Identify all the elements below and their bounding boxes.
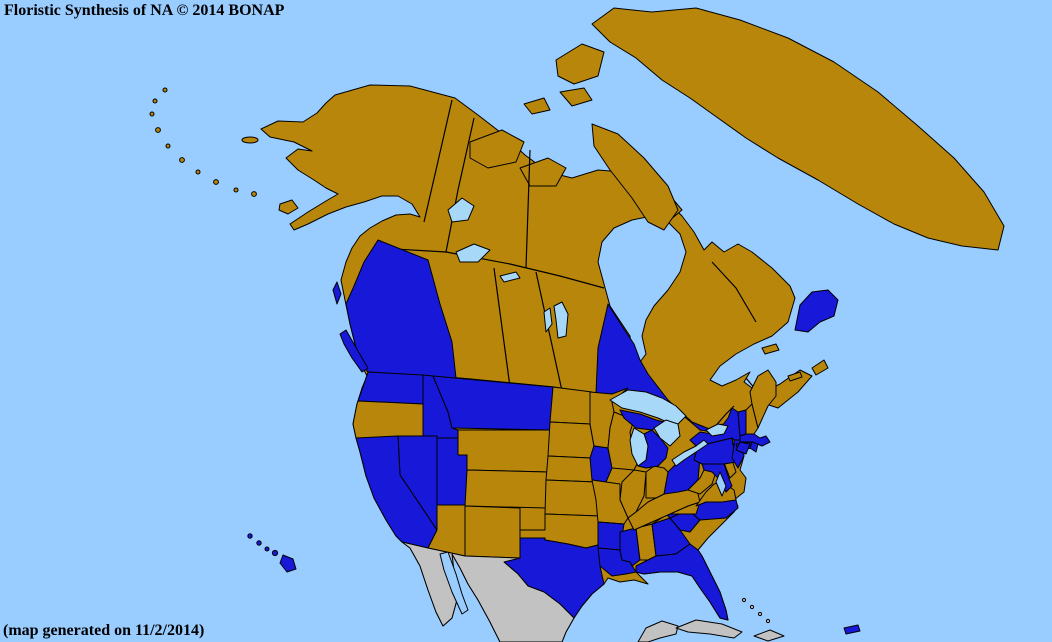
lake-athabasca [499, 271, 521, 283]
region-baffin-island [591, 123, 679, 231]
region-aleutian-5 [165, 143, 171, 149]
region-california [355, 435, 438, 549]
region-newfoundland [794, 289, 839, 333]
region-bahamas-4 [765, 618, 771, 624]
chesapeake-bay [715, 471, 727, 497]
great-bear-lake [447, 197, 475, 223]
border-alaska-yukon [423, 99, 453, 223]
region-hawaii-molokai [264, 546, 270, 552]
region-vancouver-island [339, 329, 369, 373]
lake-winnipeg [553, 301, 569, 339]
region-puerto-rico [843, 624, 861, 635]
region-haida-gwaii [332, 281, 342, 305]
region-aleutian-8 [213, 179, 219, 185]
region-st-lawrence-island [241, 136, 259, 144]
region-kodiak [278, 199, 299, 215]
region-vermont [737, 409, 747, 437]
region-new-hampshire [745, 403, 759, 435]
region-cuba [675, 619, 743, 639]
region-colorado [464, 469, 549, 509]
lake-erie [671, 439, 709, 467]
region-new-york [689, 407, 743, 447]
region-devon [559, 87, 593, 107]
lake-ontario [705, 423, 729, 437]
region-aleutian-4 [155, 127, 161, 133]
border-yukon-nwt [445, 117, 475, 253]
region-hispaniola [753, 629, 785, 642]
map-title: Floristic Synthesis of NA © 2014 BONAP [4, 2, 285, 19]
region-montana [432, 375, 554, 431]
region-rhode-island [749, 441, 759, 453]
region-bahamas-1 [741, 597, 747, 603]
region-north-dakota [549, 386, 593, 425]
border-60th-parallel [377, 247, 605, 289]
region-hawaii-maui [271, 549, 279, 557]
region-yucatan [637, 620, 679, 642]
region-south-dakota [547, 421, 595, 459]
region-ellesmere [555, 43, 605, 85]
region-greenland [591, 7, 1005, 251]
border-alberta-saskatchewan [493, 267, 511, 388]
region-oregon [352, 400, 424, 439]
gulf-of-california [439, 551, 469, 615]
region-aleutian-6 [179, 157, 185, 163]
region-wyoming [457, 429, 551, 473]
region-melville [523, 97, 551, 115]
border-saskatchewan-manitoba [535, 271, 563, 392]
region-hawaii-big-island [279, 554, 297, 573]
region-cape-breton [811, 359, 829, 376]
region-indiana [645, 465, 669, 499]
region-bahamas-2 [749, 604, 755, 610]
region-aleutian-1 [162, 87, 168, 93]
border-nwt-nunavut [525, 149, 531, 269]
great-slave-lake [455, 243, 491, 263]
lake-winnipegosis [543, 307, 553, 333]
region-new-mexico [464, 505, 521, 559]
region-missouri [591, 479, 629, 525]
region-bahamas-3 [757, 611, 763, 617]
region-aleutian-10 [251, 191, 257, 197]
region-florida [635, 543, 729, 621]
region-aleutian-9 [233, 187, 239, 193]
region-banks-island [469, 129, 525, 169]
map-caption: (map generated on 11/2/2014) [3, 622, 205, 639]
region-connecticut [735, 441, 751, 455]
lake-michigan [629, 427, 649, 467]
region-hawaii-kauai [247, 533, 253, 539]
region-pei [787, 371, 803, 382]
region-aleutian-3 [149, 111, 155, 117]
border-quebec-labrador [711, 261, 757, 323]
region-maine [749, 369, 777, 429]
lake-huron [653, 419, 681, 447]
region-aleutian-2 [152, 98, 158, 104]
region-aleutian-7 [195, 169, 201, 175]
region-wisconsin [607, 411, 639, 471]
lake-superior [609, 389, 687, 427]
region-anticosti [761, 343, 780, 355]
region-washington [357, 371, 424, 405]
region-hawaii-oahu [256, 540, 262, 546]
region-massachusetts [739, 433, 771, 447]
